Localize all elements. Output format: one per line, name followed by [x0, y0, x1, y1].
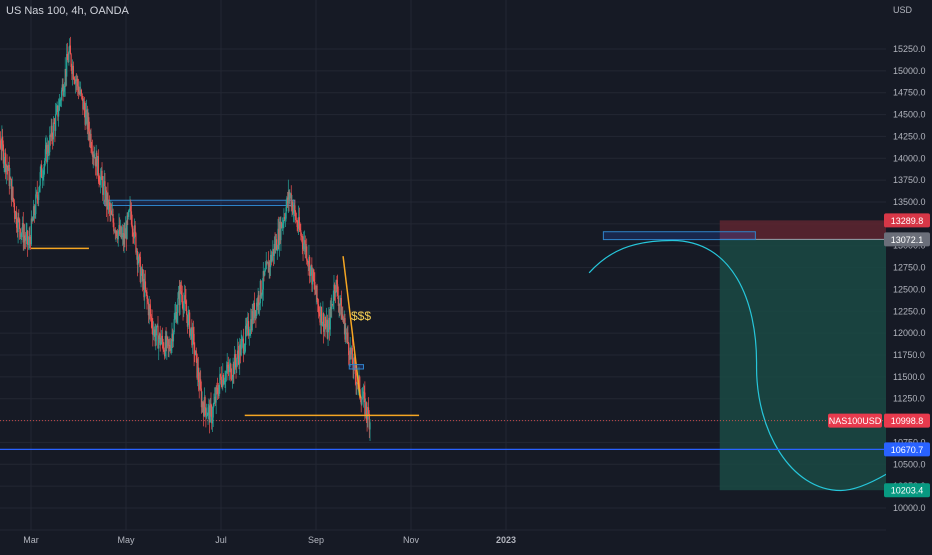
y-tick-label: 13750.0	[893, 175, 926, 185]
stop-price-value: 13289.8	[891, 216, 924, 226]
entry-price-value: 13072.1	[891, 235, 924, 245]
candle-body	[19, 219, 20, 229]
candle-body	[53, 123, 54, 140]
x-tick-label: 2023	[496, 535, 516, 545]
y-tick-label: 14000.0	[893, 153, 926, 163]
currency-label: USD	[893, 5, 913, 15]
current-price-value: 10998.8	[891, 416, 924, 426]
x-tick-label: May	[117, 535, 135, 545]
y-tick-label: 14250.0	[893, 131, 926, 141]
symbol-label: NAS100USD	[829, 416, 882, 426]
range-box[interactable]	[105, 200, 295, 205]
candle-body	[265, 269, 266, 270]
candle-body	[61, 90, 62, 100]
dollar-annotation[interactable]: $$$	[351, 309, 371, 323]
candle-body	[145, 281, 146, 290]
x-tick-label: Sep	[308, 535, 324, 545]
candle-body	[174, 319, 175, 332]
candle-body	[73, 66, 74, 79]
y-tick-label: 14500.0	[893, 110, 926, 120]
y-tick-label: 12500.0	[893, 284, 926, 294]
candle-body	[38, 192, 39, 200]
symbol-title: US Nas 100, 4h, OANDA	[6, 5, 129, 17]
y-tick-label: 15250.0	[893, 44, 926, 54]
support-price-value: 10670.7	[891, 445, 924, 455]
y-tick-label: 15000.0	[893, 66, 926, 76]
x-tick-label: Mar	[23, 535, 39, 545]
y-tick-label: 14750.0	[893, 88, 926, 98]
y-tick-label: 12000.0	[893, 328, 926, 338]
y-tick-label: 10000.0	[893, 503, 926, 513]
candle-body	[196, 351, 197, 354]
y-tick-label: 13500.0	[893, 197, 926, 207]
projection-box[interactable]	[603, 232, 755, 240]
x-tick-label: Jul	[215, 535, 227, 545]
y-tick-label: 11500.0	[893, 372, 925, 382]
candle-body	[82, 94, 83, 96]
candle-body	[9, 179, 10, 186]
candle-body	[186, 311, 187, 315]
candle-body	[361, 399, 362, 404]
y-tick-label: 12750.0	[893, 263, 926, 273]
candle-body	[306, 246, 307, 260]
y-tick-label: 11250.0	[893, 394, 925, 404]
candle-body	[58, 110, 59, 116]
y-tick-label: 12250.0	[893, 306, 926, 316]
x-tick-label: Nov	[403, 535, 420, 545]
y-tick-label: 10500.0	[893, 459, 926, 469]
target-price-value: 10203.4	[891, 486, 924, 496]
candle-body	[369, 422, 370, 429]
small-box[interactable]	[349, 365, 363, 369]
y-tick-label: 11750.0	[893, 350, 925, 360]
candle-body	[55, 114, 56, 131]
candle-body	[316, 286, 317, 300]
candle-body	[12, 187, 13, 199]
candle-body	[347, 332, 348, 342]
candle-body	[213, 406, 214, 417]
candle-body	[205, 397, 206, 408]
candle-body	[177, 298, 178, 313]
